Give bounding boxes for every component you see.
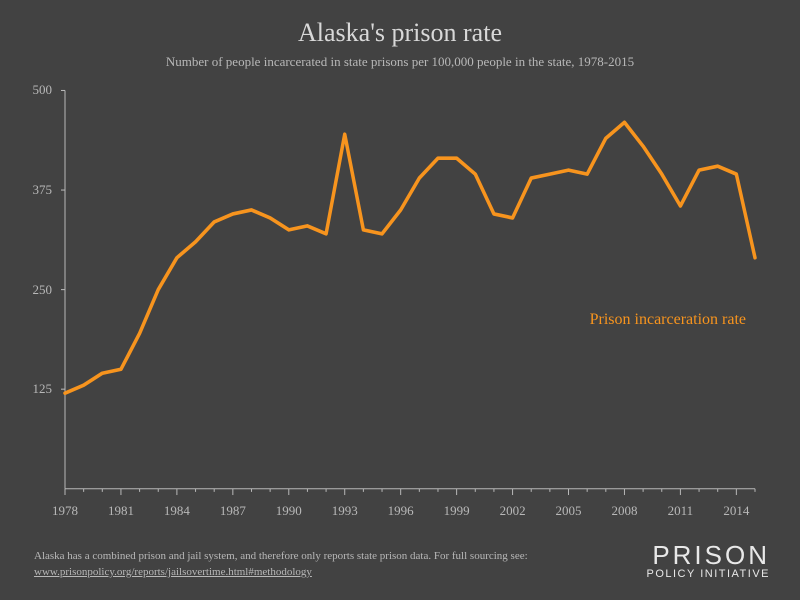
x-tick-label: 1984 xyxy=(164,503,190,519)
series-label: Prison incarceration rate xyxy=(590,311,746,329)
y-tick-label: 375 xyxy=(33,182,53,198)
x-tick-label: 1978 xyxy=(52,503,78,519)
x-tick-label: 1996 xyxy=(388,503,414,519)
x-tick-label: 2011 xyxy=(668,503,694,519)
x-tick-label: 2008 xyxy=(611,503,637,519)
logo: PRISON POLICY INITIATIVE xyxy=(646,542,770,580)
y-tick-label: 250 xyxy=(33,282,53,298)
logo-top: PRISON xyxy=(646,542,770,568)
x-tick-label: 2014 xyxy=(723,503,749,519)
chart-container: Alaska's prison rate Number of people in… xyxy=(0,0,800,600)
line-chart-svg xyxy=(60,80,760,499)
footnote-link[interactable]: www.prisonpolicy.org/reports/jailsoverti… xyxy=(34,566,312,578)
x-tick-label: 1981 xyxy=(108,503,134,519)
x-tick-label: 1987 xyxy=(220,503,246,519)
chart-subtitle: Number of people incarcerated in state p… xyxy=(30,54,770,70)
x-tick-label: 1999 xyxy=(444,503,470,519)
chart-title: Alaska's prison rate xyxy=(30,18,770,48)
y-tick-label: 500 xyxy=(33,82,53,98)
logo-bottom: POLICY INITIATIVE xyxy=(646,568,770,580)
chart-plot-area: 125250375500 Prison incarceration rate xyxy=(60,80,760,499)
x-tick-label: 2005 xyxy=(556,503,582,519)
footnote: Alaska has a combined prison and jail sy… xyxy=(34,549,534,580)
x-tick-label: 1990 xyxy=(276,503,302,519)
y-tick-label: 125 xyxy=(33,381,53,397)
footnote-text: Alaska has a combined prison and jail sy… xyxy=(34,550,528,562)
x-axis-labels: 1978198119841987199019931996199920022005… xyxy=(60,503,760,521)
x-tick-label: 1993 xyxy=(332,503,358,519)
x-tick-label: 2002 xyxy=(500,503,526,519)
